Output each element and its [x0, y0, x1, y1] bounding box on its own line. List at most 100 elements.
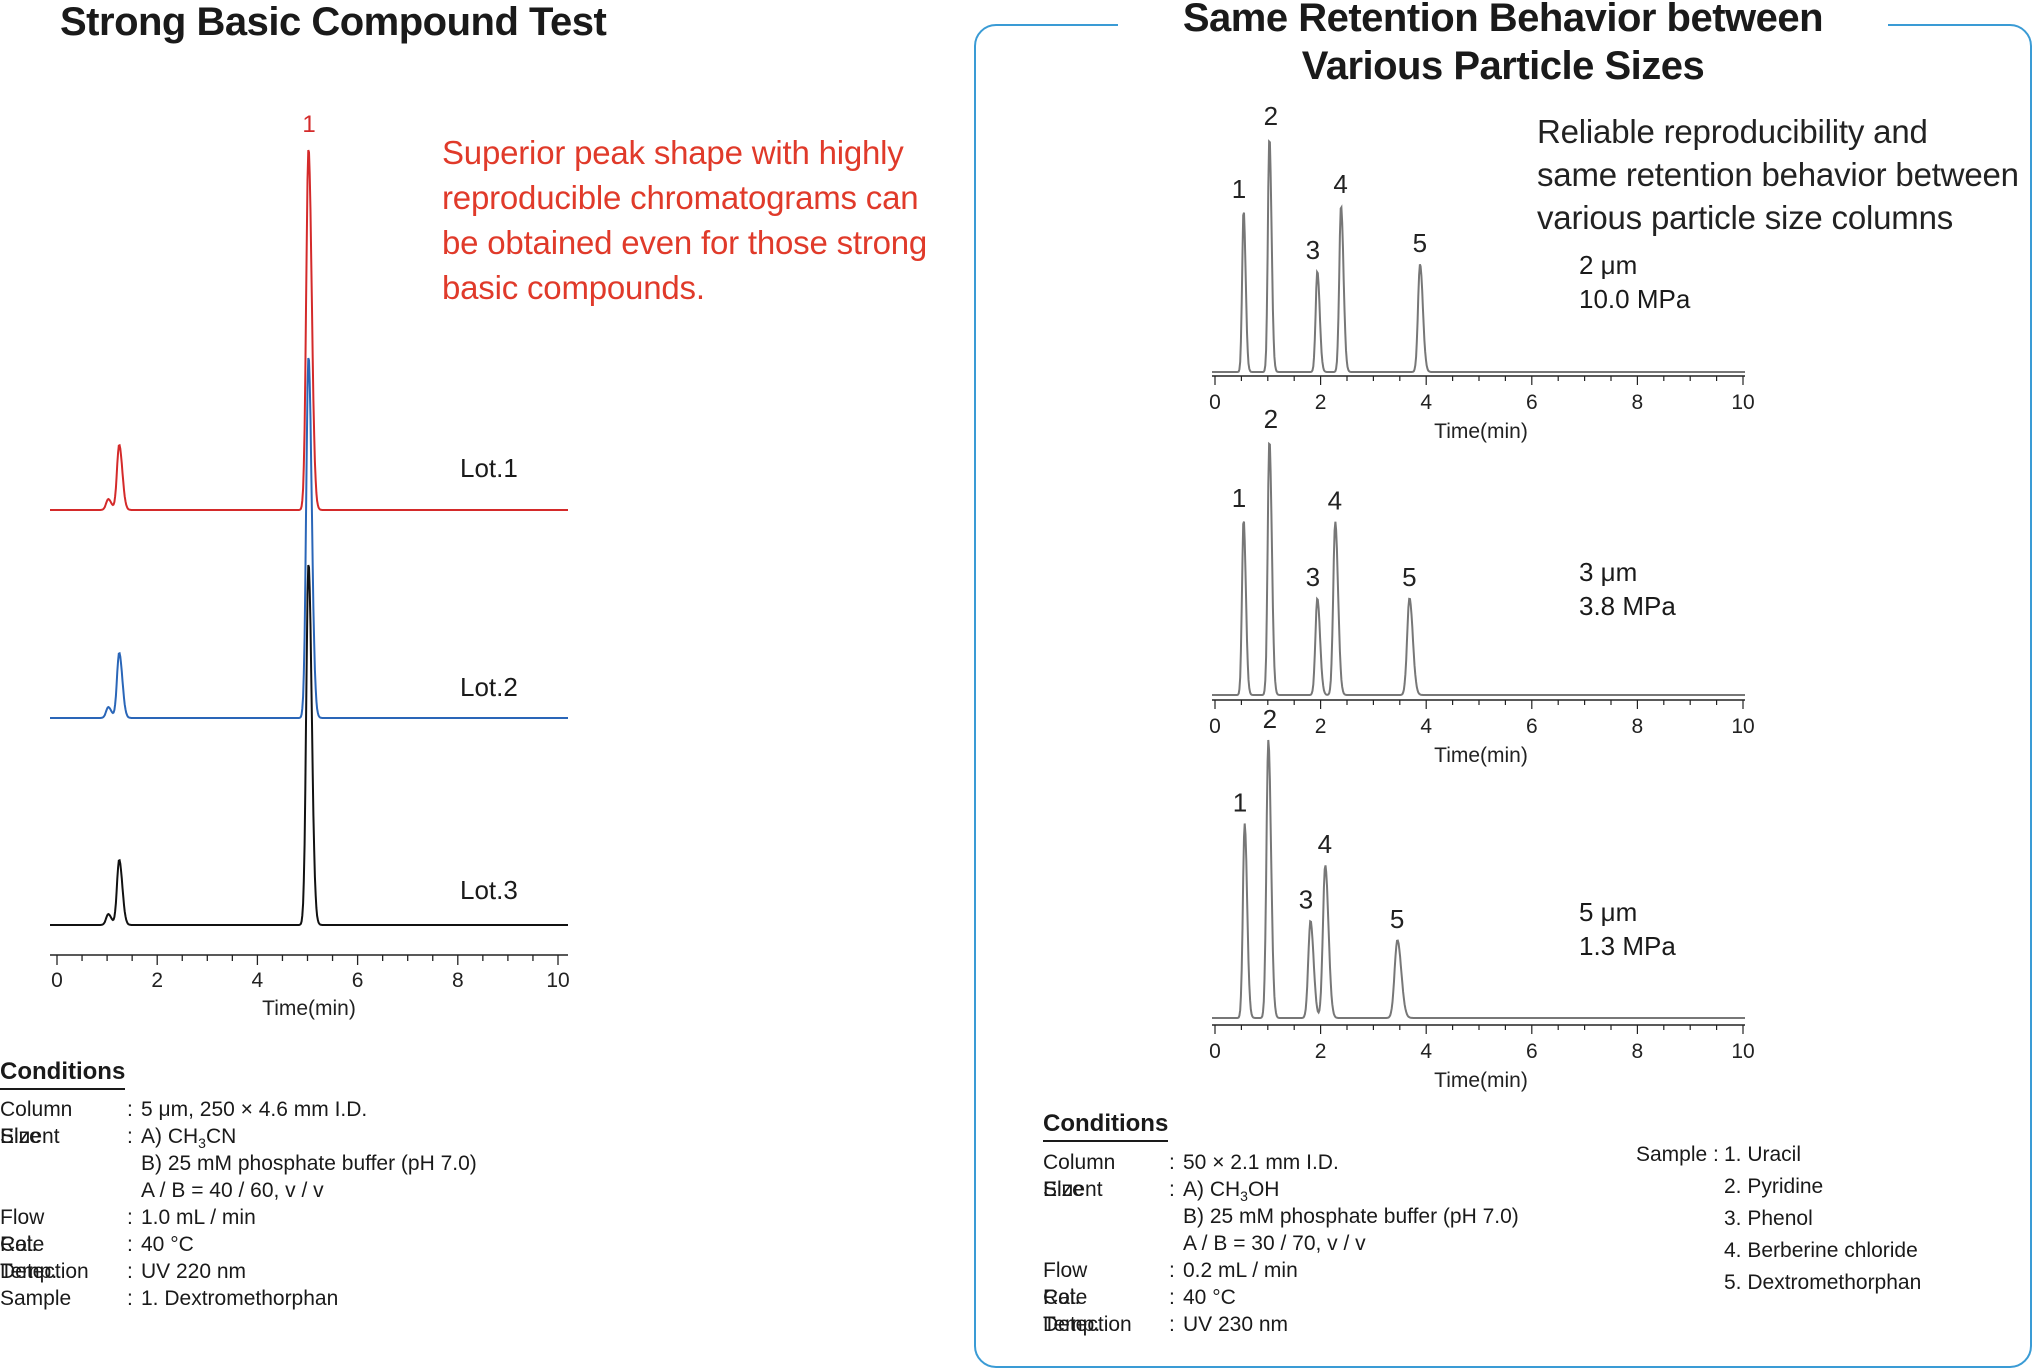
peak-label: 2 [1263, 704, 1277, 734]
right-conditions: Column Size:50 × 2.1 mm I.D. Eluent: A) C… [1043, 1149, 1603, 1349]
left-note: Superior peak shape with highly reproduc… [442, 130, 927, 310]
condition-value: 40 °C [1183, 1286, 1236, 1309]
condition-label: Eluent [1043, 1178, 1103, 1201]
x-tick-label: 6 [352, 969, 364, 992]
sample-item: 2. Pyridine [1724, 1175, 1824, 1198]
condition-value: A) CH3CN [141, 1125, 237, 1152]
peak-label: 2 [1264, 404, 1278, 434]
sample-item: 5. Dextromethorphan [1724, 1271, 1922, 1294]
condition-sep: : [127, 1098, 133, 1121]
x-tick-label: 8 [1632, 1040, 1644, 1063]
chromatogram-line [1212, 441, 1745, 696]
x-tick-label: 4 [1420, 715, 1432, 738]
peak-label: 5 [1390, 904, 1404, 934]
condition-sep: : [1169, 1286, 1175, 1309]
condition-value: UV 230 nm [1183, 1313, 1289, 1336]
left-title: Strong Basic Compound Test [60, 0, 607, 44]
condition-label: Column Size [0, 1098, 73, 1148]
peak-label: 4 [1333, 169, 1347, 199]
series-line-lot2 [50, 357, 568, 719]
condition-label: Sample [0, 1287, 72, 1310]
condition-value: B) 25 mM phosphate buffer (pH 7.0) [1183, 1205, 1519, 1228]
right-conditions-heading: Conditions [1043, 1110, 1169, 1142]
condition-label: Flow Rate [0, 1206, 45, 1256]
chromatogram-line [1212, 739, 1745, 1019]
condition-label: Detection [0, 1260, 89, 1283]
peak-label: 3 [1299, 885, 1313, 915]
x-tick-label: 2 [1315, 391, 1327, 414]
x-tick-label: 4 [1420, 1040, 1432, 1063]
peak-label: 2 [1264, 101, 1278, 131]
panel1-info: 2 μm 10.0 MPa [1579, 248, 1690, 316]
particle-size: 5 μm [1579, 897, 1638, 927]
condition-sep: : [1169, 1151, 1175, 1174]
condition-value: UV 220 nm [141, 1260, 247, 1283]
condition-value: 0.2 mL / min [1183, 1259, 1298, 1282]
peak-label: 1 [302, 111, 315, 138]
x-tick-label: 4 [252, 969, 264, 992]
sample-item: 1. Uracil [1724, 1143, 1802, 1166]
peak-label: 1 [1233, 787, 1247, 817]
x-tick-label: 6 [1526, 715, 1538, 738]
condition-sep: : [127, 1260, 133, 1283]
sample-list: Sample : 1. Uracil 2. Pyridine 3. Phenol… [1636, 1141, 1966, 1311]
series-line-lot3 [50, 564, 568, 926]
x-tick-label: 10 [1731, 1040, 1754, 1063]
condition-label: Column Size [1043, 1151, 1116, 1201]
right-description-line: same retention behavior between [1537, 156, 2019, 193]
frame-title-gap [1118, 14, 1888, 44]
peak-label: 3 [1306, 562, 1320, 592]
condition-label: Col. Temp. [1043, 1286, 1101, 1336]
left-note-line: Superior peak shape with highly [442, 134, 904, 171]
condition-sep: : [127, 1206, 133, 1229]
condition-value: A) CH3OH [1183, 1178, 1280, 1205]
x-axis-label: Time(min) [1434, 1069, 1528, 1092]
right-description-line: Reliable reproducibility and [1537, 113, 1928, 150]
pressure: 10.0 MPa [1579, 284, 1691, 314]
peak-label: 4 [1328, 486, 1342, 516]
condition-label: Detection [1043, 1313, 1132, 1336]
condition-sep: : [127, 1287, 133, 1310]
x-tick-label: 6 [1526, 391, 1538, 414]
pressure: 1.3 MPa [1579, 931, 1676, 961]
x-tick-label: 0 [1209, 1040, 1221, 1063]
lot2-label: Lot.2 [460, 672, 518, 702]
x-tick-label: 8 [452, 969, 464, 992]
x-tick-label: 8 [1632, 391, 1644, 414]
condition-sep: : [1169, 1259, 1175, 1282]
left-conditions: Column Size:5 μm, 250 × 4.6 mm I.D. Elue… [0, 1096, 600, 1336]
condition-sep: : [1169, 1313, 1175, 1336]
x-axis-label: Time(min) [1434, 420, 1528, 443]
x-tick-label: 8 [1632, 715, 1644, 738]
x-tick-label: 10 [1731, 391, 1754, 414]
sample-item: 3. Phenol [1724, 1207, 1813, 1230]
x-axis-label: Time(min) [262, 997, 356, 1020]
x-tick-label: 10 [546, 969, 569, 992]
left-note-line: basic compounds. [442, 269, 705, 306]
condition-value: 1.0 mL / min [141, 1206, 256, 1229]
sample-item: 4. Berberine chloride [1724, 1239, 1918, 1262]
left-note-line: reproducible chromatograms can [442, 179, 919, 216]
right-description-line: various particle size columns [1537, 199, 1954, 236]
peak-label: 5 [1413, 228, 1427, 258]
x-tick-label: 4 [1420, 391, 1432, 414]
peak-label: 4 [1318, 829, 1332, 859]
condition-label: Eluent [0, 1125, 60, 1148]
particle-size: 2 μm [1579, 250, 1638, 280]
x-tick-label: 6 [1526, 1040, 1538, 1063]
right-title-line: Various Particle Sizes [1301, 44, 1705, 88]
peak-label: 1 [1232, 174, 1246, 204]
x-tick-label: 0 [51, 969, 63, 992]
x-tick-label: 2 [1315, 1040, 1327, 1063]
x-tick-label: 0 [1209, 715, 1221, 738]
x-tick-label: 2 [151, 969, 163, 992]
left-note-line: be obtained even for those strong [442, 224, 928, 261]
condition-value: 5 μm, 250 × 4.6 mm I.D. [141, 1098, 368, 1121]
condition-value: A / B = 30 / 70, v / v [1183, 1232, 1366, 1255]
peak-label: 1 [1232, 483, 1246, 513]
condition-value: 50 × 2.1 mm I.D. [1183, 1151, 1339, 1174]
x-axis-label: Time(min) [1434, 744, 1528, 767]
left-conditions-heading: Conditions [0, 1058, 126, 1090]
chromatogram-line [1212, 139, 1745, 373]
